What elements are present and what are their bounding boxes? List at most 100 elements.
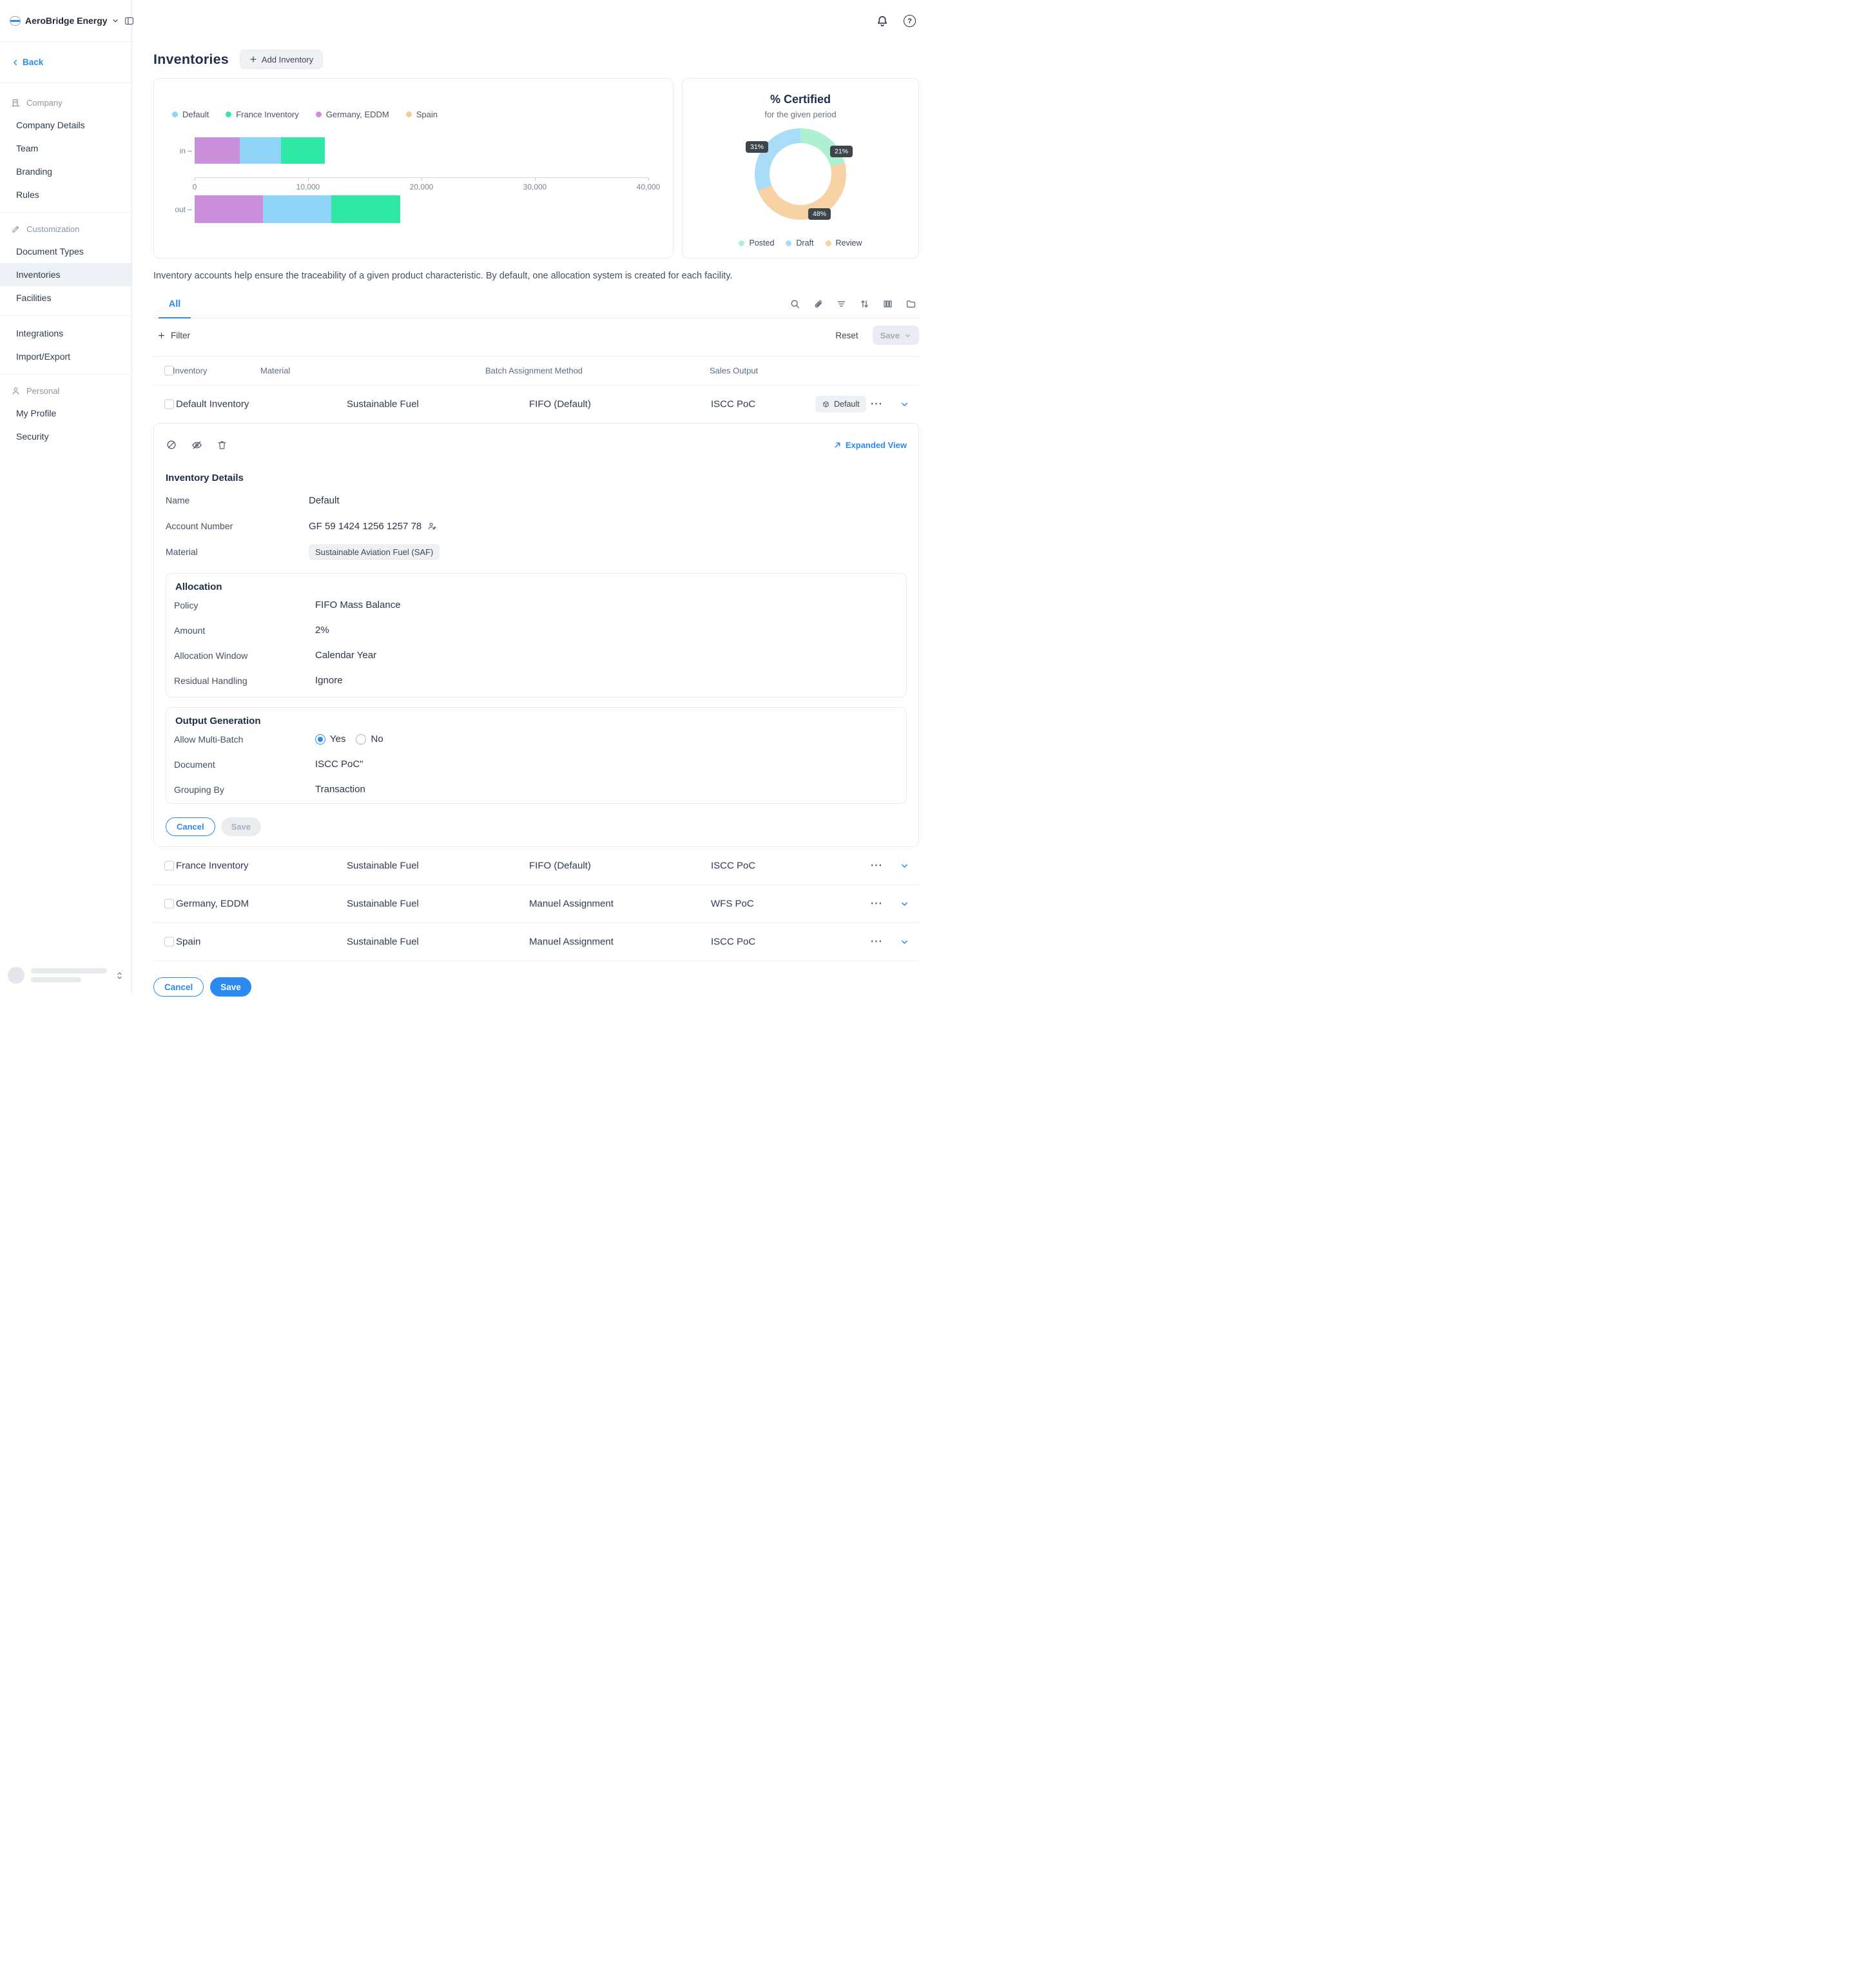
eye-off-icon[interactable]	[191, 439, 203, 451]
paperclip-icon[interactable]	[813, 298, 824, 309]
skeleton-line	[31, 977, 81, 982]
tab-all[interactable]: All	[159, 290, 191, 318]
org-switcher[interactable]: AeroBridge Energy	[0, 0, 133, 42]
x-tick-label: 40,000	[636, 182, 661, 191]
save-view-button[interactable]: Save	[872, 326, 919, 345]
row-checkbox[interactable]	[164, 861, 174, 871]
legend-dot	[405, 112, 412, 117]
expand-icon	[833, 441, 842, 449]
footer-cancel-button[interactable]: Cancel	[153, 977, 204, 997]
sidebar-item-team[interactable]: Team	[16, 143, 39, 153]
filter-row: Filter Reset Save	[153, 324, 919, 347]
app-logo	[10, 15, 21, 26]
nav-section-customization: Customization	[0, 219, 131, 240]
sidebar-item-integrations[interactable]: Integrations	[16, 328, 64, 338]
reset-button[interactable]: Reset	[835, 330, 858, 340]
inventory-name: Spain	[176, 936, 201, 948]
sidebar-item-branding[interactable]: Branding	[16, 166, 53, 177]
legend-item: Default	[172, 110, 209, 119]
sidebar-toggle-icon[interactable]	[124, 15, 135, 26]
default-badge: Default	[815, 396, 866, 413]
chevron-left-icon	[11, 58, 20, 67]
inventory-name: Germany, EDDM	[176, 898, 249, 910]
columns-icon[interactable]	[882, 298, 893, 309]
legend-dot	[172, 112, 178, 117]
sidebar-item-facilities[interactable]: Facilities	[16, 293, 52, 303]
skeleton-line	[31, 968, 107, 973]
category-label-out: out	[175, 204, 186, 214]
certified-donut-card: % Certified for the given period 21% 48%…	[682, 78, 919, 258]
add-filter-button[interactable]: Filter	[153, 331, 190, 340]
legend-dot	[226, 112, 232, 117]
inventories-table: Inventory Material Batch Assignment Meth…	[153, 356, 919, 961]
bar-stack	[195, 137, 648, 164]
grouping-by-value: Transaction	[315, 784, 365, 795]
chevron-down-icon[interactable]	[900, 400, 909, 409]
sidebar-item-inventories[interactable]: Inventories	[0, 263, 131, 286]
row-actions-menu[interactable]: ⋯	[870, 935, 883, 949]
pencil-icon	[11, 224, 21, 234]
chevron-down-icon[interactable]	[900, 861, 909, 871]
bell-icon[interactable]	[876, 15, 889, 28]
sidebar-item-document-types[interactable]: Document Types	[16, 246, 84, 257]
x-tick-label: 0	[192, 182, 197, 191]
detail-cancel-button[interactable]: Cancel	[166, 817, 215, 836]
chevron-down-icon[interactable]	[900, 899, 909, 909]
legend-item: Germany, EDDM	[315, 110, 389, 119]
chevron-up-down-icon[interactable]	[115, 971, 124, 980]
x-axis: 0 10,000 20,000 30,000 40,000	[192, 177, 660, 193]
row-checkbox[interactable]	[164, 899, 174, 909]
page-description: Inventory accounts help ensure the trace…	[153, 271, 733, 281]
x-tick-label: 10,000	[296, 182, 320, 191]
sort-icon[interactable]	[859, 298, 870, 309]
radio-selected-icon	[315, 734, 325, 745]
table-row: Default Inventory Sustainable Fuel FIFO …	[153, 385, 919, 423]
expanded-view-link[interactable]: Expanded View	[833, 440, 907, 450]
disable-icon[interactable]	[166, 439, 177, 451]
tabs-row: All	[153, 290, 919, 318]
multibatch-yes-radio[interactable]: Yes	[315, 734, 345, 745]
row-checkbox[interactable]	[164, 937, 174, 947]
folder-icon[interactable]	[906, 298, 916, 309]
nav-section-company: Company	[0, 92, 131, 113]
table-row: Germany, EDDM Sustainable Fuel Manuel As…	[153, 885, 919, 923]
legend-item: Review	[825, 239, 862, 248]
filter-icon[interactable]	[836, 298, 847, 309]
category-label-in: in	[179, 146, 186, 155]
avatar	[8, 967, 24, 984]
document-value: ISCC PoC"	[315, 759, 363, 770]
multibatch-no-radio[interactable]: No	[356, 734, 383, 745]
sidebar-item-rules[interactable]: Rules	[16, 190, 39, 200]
sidebar-item-my-profile[interactable]: My Profile	[16, 408, 57, 418]
row-actions-menu[interactable]: ⋯	[870, 859, 883, 873]
bar-stack	[195, 195, 648, 223]
bar-segment	[195, 137, 240, 164]
chevron-down-icon[interactable]	[900, 937, 909, 947]
detail-save-button[interactable]: Save	[220, 817, 262, 836]
chevron-down-icon	[111, 17, 119, 24]
trash-icon[interactable]	[217, 440, 228, 451]
sidebar-item-company-details[interactable]: Company Details	[16, 120, 85, 130]
x-tick-label: 30,000	[523, 182, 547, 191]
name-value: Default	[309, 494, 340, 506]
row-actions-menu[interactable]: ⋯	[870, 397, 883, 411]
row-actions-menu[interactable]: ⋯	[870, 897, 883, 911]
footer-save-button[interactable]: Save	[210, 977, 251, 997]
divider	[0, 315, 131, 316]
help-icon[interactable]: ?	[904, 15, 916, 27]
bar-segment	[239, 137, 281, 164]
add-inventory-button[interactable]: Add Inventory	[239, 50, 324, 69]
legend-dot	[786, 240, 792, 246]
search-icon[interactable]	[790, 298, 800, 309]
legend-item: France Inventory	[226, 110, 299, 119]
bar-segment	[195, 195, 263, 223]
row-checkbox[interactable]	[164, 399, 174, 409]
detail-title: Inventory Details	[166, 473, 244, 483]
select-all-checkbox[interactable]	[164, 365, 174, 376]
user-menu[interactable]	[0, 958, 131, 994]
main-content: ? Inventories Add Inventory Default Franc…	[132, 0, 930, 997]
sidebar-item-security[interactable]: Security	[16, 431, 49, 442]
sidebar-item-import-export[interactable]: Import/Export	[16, 351, 71, 362]
back-button[interactable]: Back	[0, 42, 131, 83]
user-edit-icon[interactable]	[427, 521, 437, 531]
